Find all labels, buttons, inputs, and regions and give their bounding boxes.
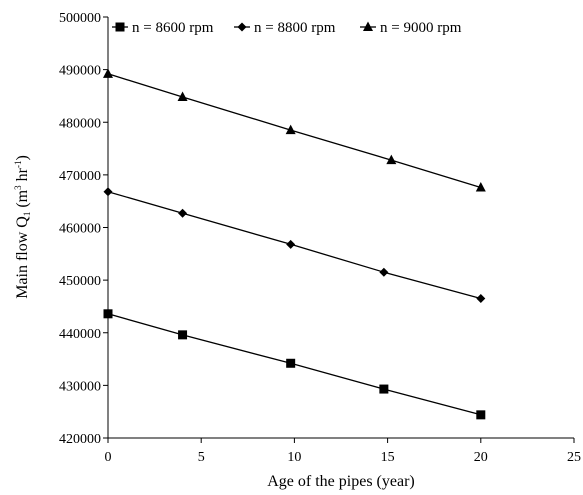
y-tick-label: 460000 <box>59 222 101 237</box>
data-point <box>386 154 397 165</box>
y-axis-title: Main flow Q1 (m3 hr-1) <box>13 155 32 299</box>
plot-area <box>107 17 574 439</box>
data-point <box>177 91 188 101</box>
series-layer <box>103 68 486 420</box>
y-tick-label: 450000 <box>59 274 101 289</box>
data-point <box>103 187 113 197</box>
y-tick-label: 440000 <box>59 327 101 342</box>
y-tick-label: 430000 <box>59 379 101 394</box>
data-point <box>103 68 113 78</box>
y-tick-label: 500000 <box>59 11 101 26</box>
data-point <box>379 384 389 394</box>
data-point <box>379 267 389 277</box>
data-point <box>286 358 296 368</box>
data-point <box>178 330 188 340</box>
data-point <box>178 208 188 218</box>
legend-marker <box>363 21 373 31</box>
x-axis-ticks: 0 5 10 15 20 25 <box>105 438 581 465</box>
series-line <box>107 73 481 189</box>
data-point <box>476 410 486 420</box>
x-axis-title: Age of the pipes (year) <box>267 473 415 490</box>
x-tick-label: 5 <box>198 450 205 465</box>
legend-marker <box>237 22 247 32</box>
legend-marker <box>115 22 125 32</box>
data-point <box>286 239 296 249</box>
y-axis-ticks: 420000 430000 440000 450000 460000 470000 4800… <box>59 11 108 447</box>
x-tick-label: 15 <box>381 450 395 465</box>
legend-label: n = 9000 rpm <box>380 20 462 36</box>
data-point <box>285 124 296 135</box>
legend: n = 8600 rpm n = 8800 rpm n = 9000 rpm <box>112 20 462 36</box>
x-tick-label: 25 <box>567 450 581 465</box>
series-triangle <box>103 68 486 192</box>
data-point <box>103 309 113 319</box>
series-diamond <box>103 187 486 304</box>
y-tick-label: 420000 <box>59 432 101 447</box>
x-tick-label: 10 <box>287 450 301 465</box>
series-square <box>103 309 486 420</box>
data-point <box>476 294 486 304</box>
y-tick-label: 470000 <box>59 169 101 184</box>
x-tick-label: 20 <box>474 450 488 465</box>
x-tick-label: 0 <box>105 450 112 465</box>
y-tick-label: 480000 <box>59 116 101 131</box>
data-point <box>475 182 486 192</box>
legend-label: n = 8800 rpm <box>254 20 336 36</box>
y-tick-label: 490000 <box>59 64 101 79</box>
legend-label: n = 8600 rpm <box>132 20 214 36</box>
